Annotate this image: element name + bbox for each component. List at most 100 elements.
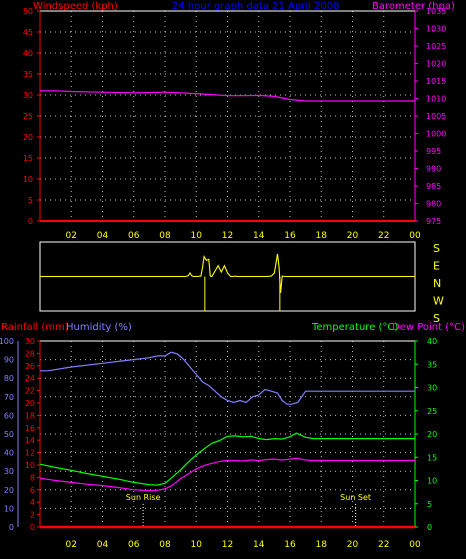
sunrise-annotation-label: Sun Rise [126,493,161,502]
dewpoint-axis-title: Dew Point (°C) [392,322,465,333]
windspeed-tick-label: 0 [28,217,33,226]
x-tick-label: 10 [191,231,203,241]
humidity-tick-label: 0 [9,523,14,532]
x-tick-label: 10 [191,540,203,550]
barometer-tick-label: 995 [426,147,441,156]
rainfall-tick-label: 0 [30,523,35,532]
x-tick-label: 16 [284,231,296,241]
x-tick-label: 22 [378,540,389,550]
rainfall-tick-label: 2 [30,511,35,520]
x-tick-label: 06 [128,540,140,550]
barometer-axis-title: Barometer (hpa) [372,1,455,12]
humidity-axis-title: Humidity (%) [66,322,132,333]
barometer-tick-label: 990 [426,165,441,174]
temperature-tick-label: 10 [427,477,437,486]
humidity-tick-label: 30 [4,467,14,476]
rainfall-tick-label: 4 [30,498,35,507]
humidity-tick-label: 40 [4,449,14,458]
humidity-tick-label: 90 [4,356,14,365]
temperature-series-line [39,432,415,486]
temperature-tick-label: 35 [427,360,437,369]
temperature-axis-title: Temperature (°C) [311,322,398,333]
windspeed-tick-label: 15 [23,154,33,163]
windspeed-tick-label: 25 [23,112,33,121]
rainfall-tick-label: 14 [25,436,35,445]
humidity-tick-label: 100 [0,337,14,346]
x-tick-label: 02 [66,540,77,550]
compass-label: S [433,242,440,255]
rainfall-tick-label: 30 [25,337,35,346]
windspeed-tick-label: 20 [23,133,33,142]
wind-direction-series-line [40,253,415,293]
x-tick-label: 20 [347,540,359,550]
temperature-tick-label: 0 [427,523,432,532]
barometer-series-line [40,90,415,102]
humidity-tick-label: 10 [4,504,14,513]
rainfall-tick-label: 6 [30,486,35,495]
rainfall-tick-label: 10 [25,461,35,470]
temperature-tick-label: 5 [427,500,432,509]
x-tick-label: 04 [97,231,109,241]
x-tick-label: 00 [409,540,421,550]
temperature-tick-label: 15 [427,453,437,462]
barometer-tick-label: 1005 [426,112,446,121]
rainfall-tick-label: 8 [30,473,35,482]
barometer-tick-label: 1020 [426,60,446,69]
barometer-tick-label: 1000 [426,130,446,139]
windspeed-tick-label: 30 [23,91,33,100]
humidity-tick-label: 60 [4,411,14,420]
x-tick-label: 06 [128,231,140,241]
barometer-tick-label: 975 [426,217,441,226]
rainfall-tick-label: 12 [25,449,35,458]
humidity-tick-label: 50 [4,430,14,439]
x-tick-label: 00 [409,231,421,241]
x-tick-label: 14 [253,231,265,241]
rainfall-tick-label: 16 [25,424,35,433]
x-tick-label: 08 [159,540,171,550]
windspeed-tick-label: 5 [28,196,33,205]
humidity-series-line [40,351,415,405]
barometer-tick-label: 1015 [426,77,446,86]
windspeed-axis-title: Windspeed (kph) [33,1,118,12]
x-tick-label: 12 [222,231,233,241]
x-tick-label: 16 [284,540,296,550]
humidity-tick-label: 80 [4,374,14,383]
rainfall-tick-label: 26 [25,362,35,371]
compass-label: N [433,277,441,290]
x-tick-label: 20 [347,231,359,241]
windspeed-tick-label: 45 [23,28,33,37]
sunset-annotation-label: Sun Set [340,493,371,502]
rainfall-tick-label: 22 [25,387,35,396]
barometer-tick-label: 985 [426,182,441,191]
x-tick-label: 12 [222,540,233,550]
barometer-tick-label: 1025 [426,42,446,51]
barometer-tick-label: 1030 [426,25,446,34]
x-tick-label: 02 [66,231,77,241]
x-tick-label: 14 [253,540,265,550]
windspeed-tick-label: 35 [23,70,33,79]
temperature-tick-label: 20 [427,430,437,439]
rainfall-axis-title: Rainfall (mm) [1,322,69,333]
temperature-tick-label: 40 [427,337,437,346]
x-tick-label: 04 [97,540,109,550]
rainfall-tick-label: 18 [25,411,35,420]
barometer-tick-label: 980 [426,200,441,209]
dewpoint-series-line [39,457,415,492]
x-tick-label: 08 [159,231,171,241]
x-tick-label: 22 [378,231,389,241]
compass-label: W [433,295,444,308]
temperature-tick-label: 25 [427,407,437,416]
temperature-tick-label: 30 [427,384,437,393]
windspeed-tick-label: 40 [23,49,33,58]
barometer-tick-label: 1010 [426,95,446,104]
x-tick-label: 18 [316,231,328,241]
humidity-tick-label: 70 [4,393,14,402]
rainfall-tick-label: 28 [25,349,35,358]
rainfall-tick-label: 24 [25,374,35,383]
windspeed-tick-label: 10 [23,175,33,184]
humidity-tick-label: 20 [4,486,14,495]
compass-label: E [433,260,440,273]
chart-title: 24 hour graph data 21 April 2008 [172,1,340,12]
